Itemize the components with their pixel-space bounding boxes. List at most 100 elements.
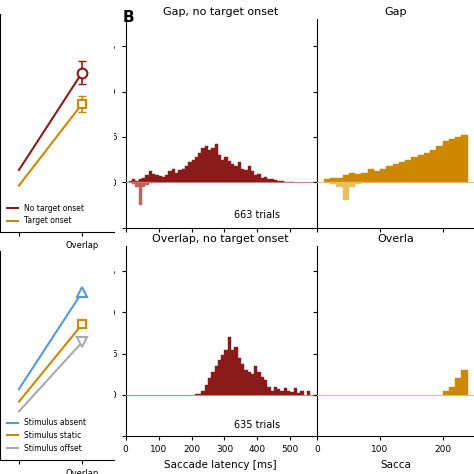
Bar [343, 175, 349, 182]
Bar [182, 169, 185, 182]
Bar [172, 169, 175, 182]
Bar [330, 182, 336, 184]
Title: Overla: Overla [377, 234, 414, 244]
Bar [392, 164, 399, 182]
Bar [261, 178, 264, 182]
Bar [424, 153, 430, 182]
Bar [205, 385, 208, 395]
Bar [205, 146, 208, 182]
Bar [355, 182, 361, 184]
Bar [449, 139, 455, 182]
Bar [455, 137, 462, 182]
Bar [386, 166, 392, 182]
Bar [254, 366, 257, 395]
Bar [231, 164, 234, 182]
Bar [355, 174, 361, 182]
Bar [443, 141, 449, 182]
Bar [136, 182, 139, 187]
Bar [201, 391, 205, 395]
Bar [297, 393, 300, 395]
Bar [244, 370, 247, 395]
Bar [274, 387, 277, 395]
Bar [221, 160, 225, 182]
Bar [284, 388, 287, 395]
Bar [185, 166, 188, 182]
Bar [234, 166, 237, 182]
Y-axis label: Percentage of saccades: Percentage of saccades [90, 283, 100, 399]
Bar [455, 378, 462, 395]
Bar [324, 180, 330, 182]
Bar [152, 174, 155, 182]
Bar [162, 177, 165, 182]
Bar [142, 178, 146, 182]
Bar [418, 155, 424, 182]
Bar [225, 157, 228, 182]
Bar [155, 175, 159, 182]
Bar [349, 182, 355, 187]
Bar [139, 180, 142, 182]
Bar [361, 173, 367, 182]
Bar [228, 161, 231, 182]
Bar [132, 180, 136, 182]
Bar [241, 169, 244, 182]
Bar [307, 391, 310, 395]
Legend: Stimulus absent, Stimulus static, Stimulus offset: Stimulus absent, Stimulus static, Stimul… [4, 415, 90, 456]
Bar [294, 388, 297, 395]
Bar [462, 370, 468, 395]
Y-axis label: Percentage of saccades: Percentage of saccades [90, 65, 100, 181]
Bar [198, 153, 201, 182]
Bar [343, 182, 349, 201]
Bar [159, 176, 162, 182]
Bar [198, 394, 201, 395]
Bar [237, 162, 241, 182]
Bar [211, 148, 215, 182]
Bar [247, 372, 251, 395]
Bar [208, 150, 211, 182]
Bar [411, 157, 418, 182]
Bar [399, 162, 405, 182]
Bar [330, 178, 336, 182]
Bar [462, 135, 468, 182]
Bar [287, 391, 291, 395]
Bar [188, 162, 191, 182]
Bar [241, 364, 244, 395]
Bar [449, 387, 455, 395]
Title: Gap: Gap [384, 7, 407, 17]
Bar [129, 181, 132, 182]
Bar [251, 374, 254, 395]
X-axis label: Saccade latency [ms]: Saccade latency [ms] [164, 460, 277, 470]
Bar [267, 387, 271, 395]
Bar [349, 173, 355, 182]
Bar [146, 175, 149, 182]
Bar [146, 182, 149, 185]
Bar [254, 175, 257, 182]
Bar [142, 182, 146, 187]
Bar [271, 391, 274, 395]
Bar [264, 380, 267, 395]
Bar [132, 182, 136, 184]
Bar [264, 177, 267, 182]
Bar [405, 160, 411, 182]
Bar [215, 366, 218, 395]
Bar [443, 391, 449, 395]
Bar [277, 389, 281, 395]
Bar [336, 182, 343, 187]
Text: B: B [122, 10, 134, 26]
Bar [257, 174, 261, 182]
Bar [221, 356, 225, 395]
Bar [336, 178, 343, 182]
Bar [267, 179, 271, 182]
Bar [149, 182, 152, 183]
Bar [201, 148, 205, 182]
Bar [208, 378, 211, 395]
Bar [374, 171, 380, 182]
Bar [234, 347, 237, 395]
Bar [300, 391, 303, 395]
Bar [218, 360, 221, 395]
Bar [271, 180, 274, 182]
Bar [178, 170, 182, 182]
X-axis label: Sacca: Sacca [380, 460, 411, 470]
Bar [380, 169, 386, 182]
Bar [237, 358, 241, 395]
Bar [191, 160, 195, 182]
